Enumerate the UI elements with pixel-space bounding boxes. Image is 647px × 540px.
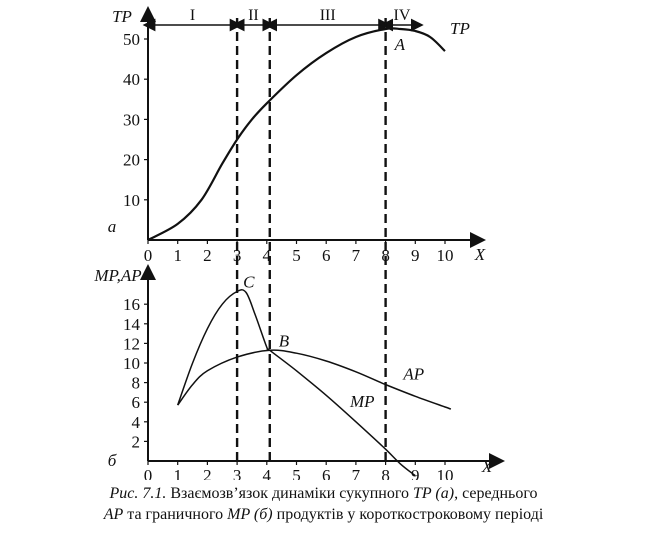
point-label-b: B [279, 331, 290, 350]
x-tick-label-b: 7 [352, 466, 361, 480]
point-label-c: C [243, 272, 255, 291]
caption-part-1: Взаємозв’язок динаміки сукупного [166, 485, 414, 502]
x-axis-label-b: X [481, 457, 493, 476]
y-tick-label-b: 12 [123, 334, 140, 353]
series-label-tp: TP [450, 19, 470, 38]
y-tick-label-b: 14 [123, 315, 141, 334]
panel-label-b: б [108, 451, 117, 470]
x-tick-label-b: 0 [144, 466, 153, 480]
stage-label-1: I [190, 7, 195, 24]
series-label-mp: MP [349, 392, 375, 411]
y-tick-label-b: 6 [132, 393, 141, 412]
x-tick-label-b: 8 [381, 466, 390, 480]
y-axis-label-a: TP [112, 7, 132, 26]
y-tick-label-b: 4 [132, 413, 141, 432]
series-line-ap [177, 349, 452, 410]
x-tick-label-a: 6 [322, 246, 331, 265]
caption-tp: TP [413, 485, 432, 502]
caption-part-2: , середнього [454, 485, 538, 502]
x-tick-label-a: 2 [203, 246, 212, 265]
x-tick-label-b: 10 [437, 466, 454, 480]
x-tick-label-b: 1 [173, 466, 182, 480]
caption-pb: (б) [249, 506, 273, 523]
x-tick-label-a: 5 [292, 246, 301, 265]
stage-label-2: II [248, 7, 259, 24]
caption-mp: MP [227, 506, 250, 523]
x-tick-label-b: 4 [263, 466, 272, 480]
x-tick-label-a: 7 [352, 246, 361, 265]
series-line-mp [176, 289, 416, 477]
x-tick-label-a: 0 [144, 246, 153, 265]
x-tick-label-b: 5 [292, 466, 301, 480]
caption-ap: AP [103, 506, 124, 523]
y-tick-label-a: 10 [123, 191, 140, 210]
x-tick-label-a: 9 [411, 246, 420, 265]
stage-label-3: III [320, 7, 336, 24]
y-tick-label-b: 10 [123, 354, 140, 373]
x-tick-label-b: 6 [322, 466, 331, 480]
point-label-a: A [394, 35, 406, 54]
x-tick-label-b: 2 [203, 466, 212, 480]
panel-label-a: a [108, 217, 117, 236]
caption-part-4: продуктів у короткостроковому періоді [272, 506, 544, 523]
x-tick-label-a: 3 [233, 246, 242, 265]
x-axis-label-a: X [474, 245, 486, 264]
caption-prefix: Рис. 7.1. [109, 485, 167, 502]
caption-part-3: та граничного [123, 506, 228, 523]
y-tick-label-b: 16 [123, 295, 140, 314]
stage-label-4: IV [393, 7, 410, 24]
figure-caption: Рис. 7.1. Взаємозв’язок динаміки сукупно… [0, 483, 647, 525]
y-tick-label-a: 50 [123, 30, 140, 49]
y-tick-label-a: 30 [123, 110, 140, 129]
x-tick-label-a: 1 [173, 246, 182, 265]
y-tick-label-b: 8 [132, 374, 141, 393]
series-label-ap: AP [402, 365, 424, 384]
x-tick-label-a: 10 [437, 246, 454, 265]
caption-pa: (а) [431, 485, 455, 502]
series-line-tp [147, 27, 446, 241]
x-tick-label-a: 8 [381, 246, 390, 265]
y-tick-label-a: 20 [123, 151, 140, 170]
x-tick-label-a: 4 [263, 246, 272, 265]
x-tick-label-b: 3 [233, 466, 242, 480]
y-tick-label-a: 40 [123, 70, 140, 89]
y-axis-label-b: MP,AP [93, 266, 141, 285]
stage-boundaries [235, 18, 387, 461]
x-tick-label-b: 9 [411, 466, 420, 480]
y-tick-label-b: 2 [132, 432, 141, 451]
